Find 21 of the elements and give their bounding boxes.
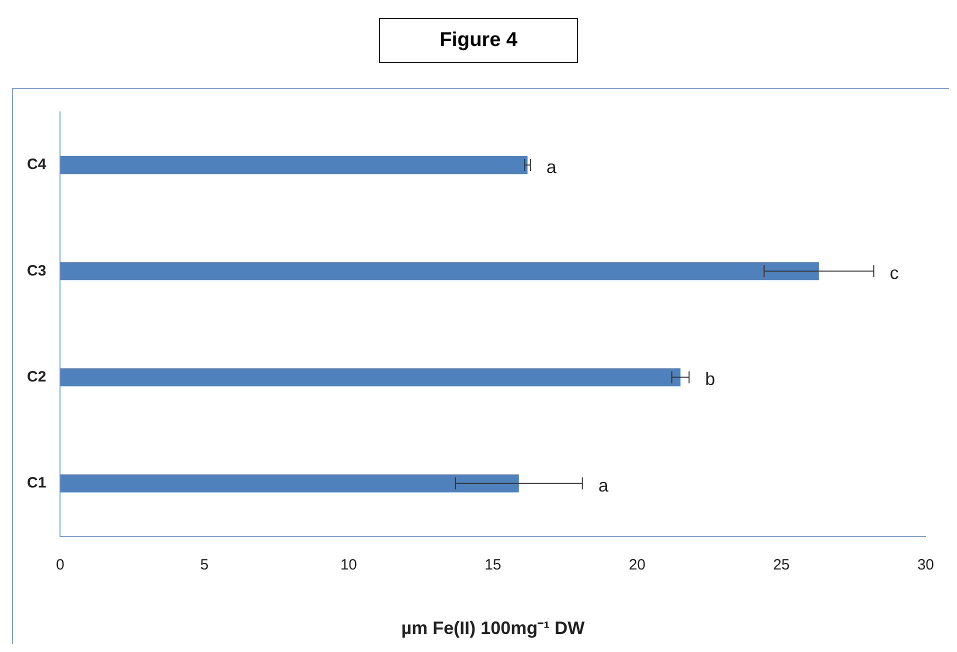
bar bbox=[60, 474, 519, 492]
x-tick-label: 25 bbox=[773, 556, 790, 574]
chart-title: Figure 4 bbox=[378, 18, 578, 63]
annotation: b bbox=[705, 369, 716, 390]
x-tick-label: 15 bbox=[484, 556, 502, 574]
x-tick-label: 0 bbox=[56, 556, 64, 574]
bar bbox=[60, 368, 680, 386]
bar bbox=[60, 262, 819, 280]
annotation: a bbox=[546, 157, 558, 178]
x-tick-label: 5 bbox=[200, 556, 209, 574]
x-tick-label: 20 bbox=[628, 556, 646, 574]
annotation: c bbox=[890, 263, 899, 284]
y-tick-label: C1 bbox=[26, 474, 46, 492]
x-tick-label: 10 bbox=[340, 556, 358, 574]
y-tick-label: C2 bbox=[26, 368, 46, 386]
x-tick-label: 30 bbox=[917, 556, 934, 574]
annotation: a bbox=[598, 475, 610, 496]
y-tick-label: C3 bbox=[26, 262, 46, 280]
y-tick-label: C4 bbox=[26, 156, 47, 174]
x-axis-title: µm Fe(II) 100mg⁻¹ DW bbox=[401, 618, 585, 638]
bar bbox=[60, 156, 528, 174]
